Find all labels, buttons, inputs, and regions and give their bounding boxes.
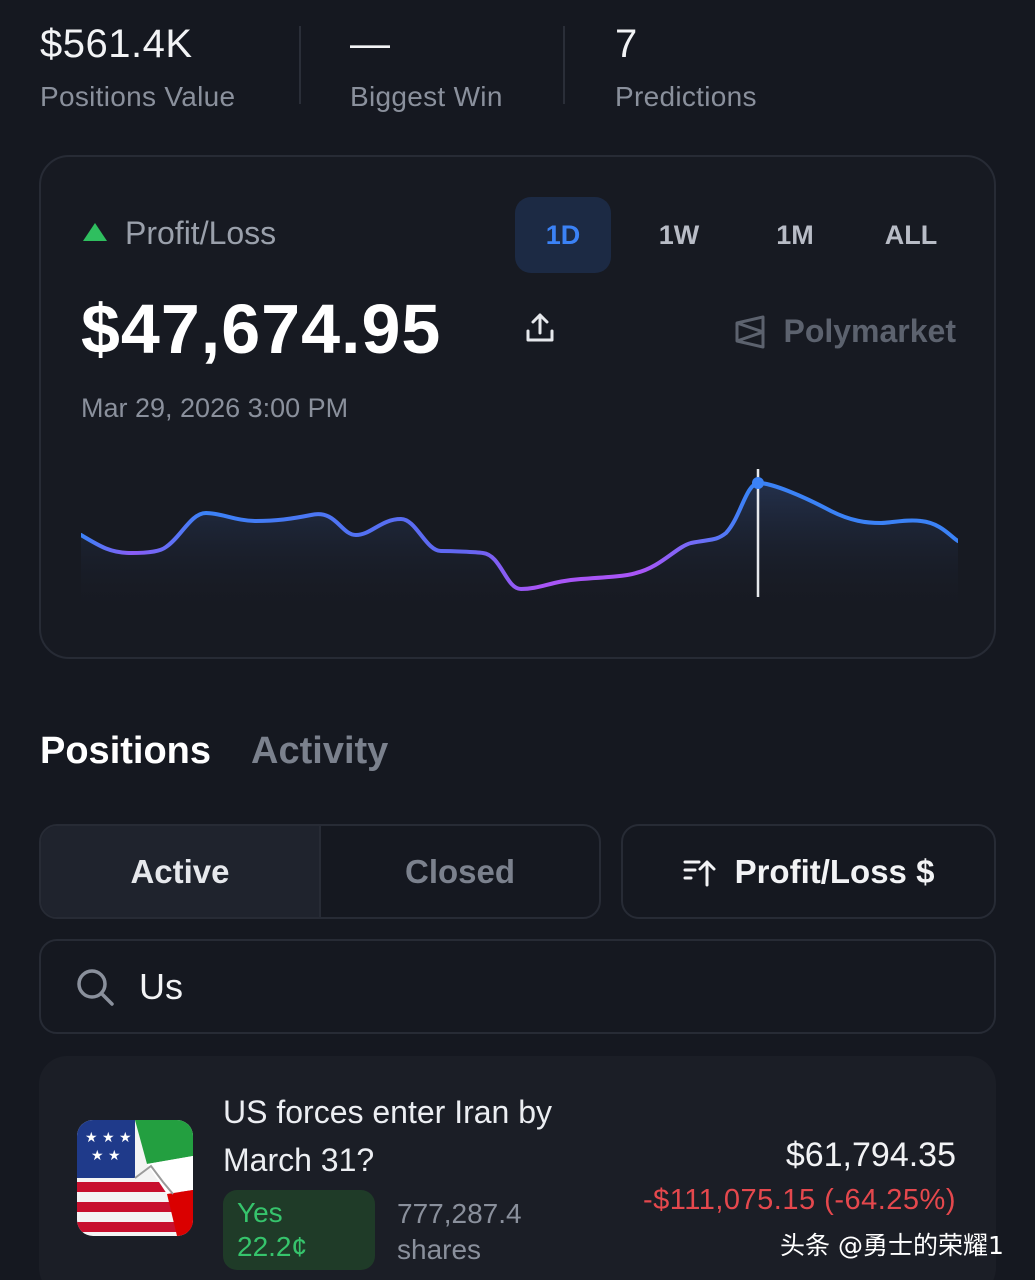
outcome-badge: Yes 22.2¢ xyxy=(223,1190,375,1270)
shares-label: shares xyxy=(397,1234,482,1265)
range-1d[interactable]: 1D xyxy=(515,197,611,273)
stat-label: Positions Value xyxy=(40,81,236,112)
sort-icon xyxy=(683,860,716,886)
sort-profit-loss-button[interactable]: Profit/Loss $ xyxy=(621,824,996,919)
share-icon[interactable] xyxy=(523,311,557,345)
watermark: 头条 @勇士的荣耀1 xyxy=(780,1231,1004,1260)
filter-closed-button[interactable]: Closed xyxy=(404,852,516,890)
svg-text:★ ★ ★: ★ ★ ★ xyxy=(85,1130,132,1146)
range-all[interactable]: ALL xyxy=(884,220,938,250)
range-1m[interactable]: 1M xyxy=(776,220,814,250)
profit-loss-card: Profit/Loss 1D 1W 1M ALL $47,674.95 Poly… xyxy=(39,155,996,659)
triangle-up-icon xyxy=(83,223,107,241)
profit-loss-amount: $47,674.95 xyxy=(81,290,442,368)
chart-cursor-dot xyxy=(752,477,764,489)
position-card[interactable]: ★ ★ ★ ★ ★ US forces enter Iran by March … xyxy=(39,1056,996,1280)
polymarket-brand: Polymarket xyxy=(733,313,956,350)
profit-loss-date: Mar 29, 2026 3:00 PM xyxy=(81,393,349,423)
stats-bar: $561.4K Positions Value — Biggest Win 7 … xyxy=(0,0,1035,130)
divider xyxy=(299,26,301,104)
chart-line xyxy=(81,480,958,592)
outcome-price: 22.2¢ xyxy=(237,1231,308,1262)
market-title[interactable]: US forces enter Iran by March 31? xyxy=(223,1094,553,1178)
content-tabs: Positions Activity xyxy=(40,730,428,773)
shares-info: 777,287.4 shares xyxy=(397,1196,522,1268)
status-segmented-control: Active Closed xyxy=(39,824,601,919)
stat-value: $561.4K xyxy=(40,22,193,66)
range-1w[interactable]: 1W xyxy=(658,220,700,250)
sort-label: Profit/Loss $ xyxy=(734,852,935,890)
stat-label: Predictions xyxy=(615,81,757,112)
search-icon xyxy=(77,968,114,1006)
search-input[interactable] xyxy=(139,965,899,1008)
shares-count: 777,287.4 xyxy=(397,1198,522,1229)
stat-value: — xyxy=(350,22,391,66)
stat-biggest-win: — Biggest Win xyxy=(350,22,503,113)
market-thumbnail: ★ ★ ★ ★ ★ xyxy=(77,1120,193,1236)
brand-name: Polymarket xyxy=(783,313,956,349)
profit-loss-title: Profit/Loss xyxy=(125,215,277,251)
chart-area xyxy=(81,483,958,617)
stat-value: 7 xyxy=(615,22,638,66)
stat-label: Biggest Win xyxy=(350,81,503,112)
tab-activity[interactable]: Activity xyxy=(251,730,389,772)
position-value: $61,794.35 xyxy=(785,1136,956,1174)
stat-predictions: 7 Predictions xyxy=(615,22,757,113)
profit-loss-header: Profit/Loss xyxy=(83,215,276,252)
stat-positions-value: $561.4K Positions Value xyxy=(40,22,235,113)
time-range-selector: 1D 1W 1M ALL xyxy=(515,197,979,273)
search-bar xyxy=(39,939,996,1034)
position-pnl: -$111,075.15 (-64.25%) xyxy=(642,1184,956,1216)
divider xyxy=(563,26,565,104)
tab-positions[interactable]: Positions xyxy=(40,730,212,772)
outcome-label: Yes xyxy=(237,1197,283,1228)
filter-active-button[interactable]: Active xyxy=(41,826,321,917)
profit-loss-chart[interactable] xyxy=(81,467,958,617)
svg-text:★ ★: ★ ★ xyxy=(91,1148,121,1164)
polymarket-logo-icon xyxy=(735,315,765,348)
